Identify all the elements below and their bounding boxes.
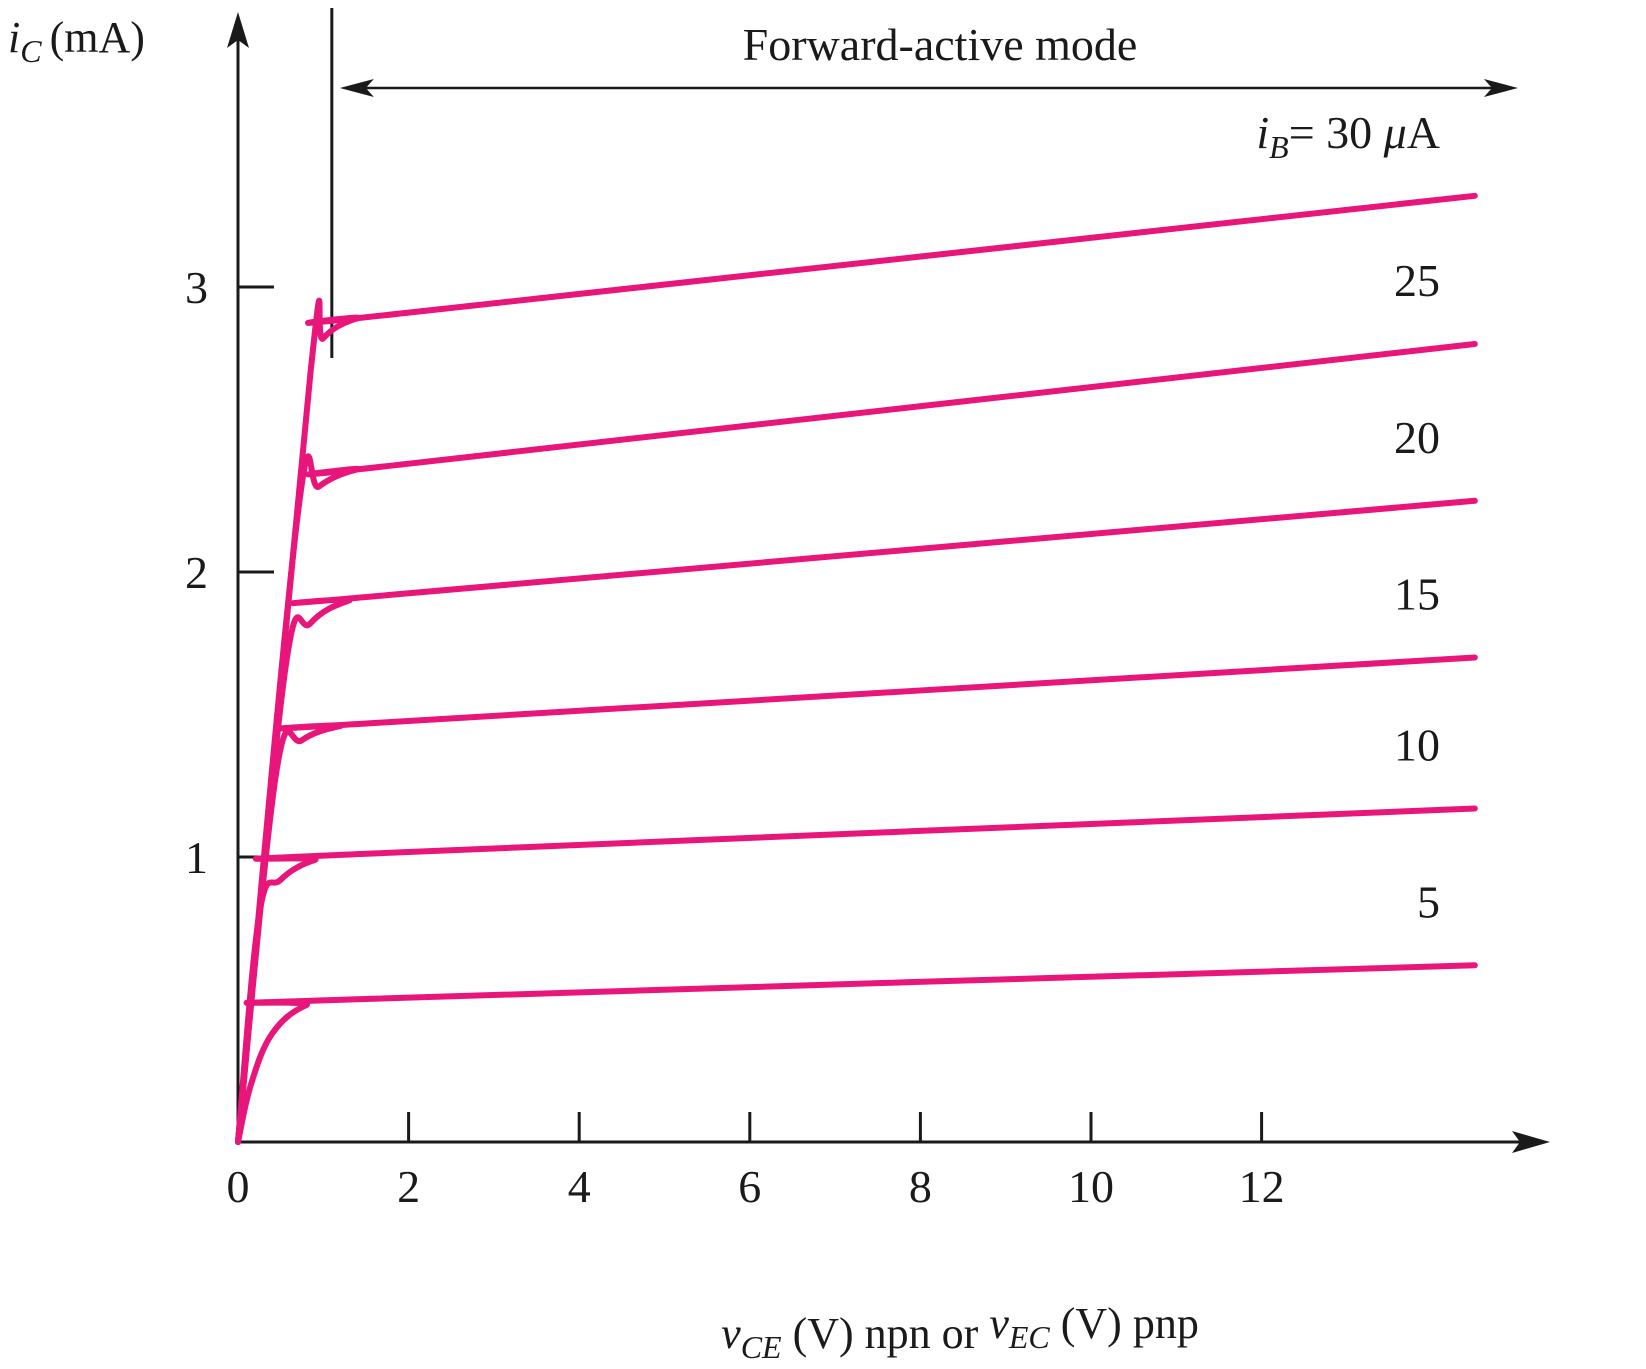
x-axis-title-part: CE <box>741 1329 782 1365</box>
series-label-ib-30: iB= 30 μA <box>1256 107 1440 165</box>
series-line-ib-25 <box>235 341 1478 1145</box>
y-tick-label: 1 <box>185 832 208 883</box>
x-tick-label: 12 <box>1239 1161 1285 1212</box>
x-tick-label: 2 <box>397 1161 420 1212</box>
forward-active-label: Forward-active mode <box>743 19 1138 70</box>
series-label-group: 5 10 15 20 25 iB= 30 μA <box>1256 107 1440 927</box>
x-tick-label: 8 <box>909 1161 932 1212</box>
series-line-ib-10 <box>235 805 1478 1145</box>
y-axis-arrowhead <box>227 12 249 48</box>
series-line-ib-15 <box>235 654 1478 1145</box>
x-tick-label: 6 <box>738 1161 761 1212</box>
axes <box>227 12 1550 1153</box>
x-axis-title-part: v <box>721 1309 741 1358</box>
y-axis-title-sub: C <box>20 33 42 69</box>
x-tick-label: 4 <box>568 1161 591 1212</box>
series-label-ib-5: 5 <box>1417 876 1440 927</box>
series-label-ib-15: 15 <box>1394 569 1440 620</box>
x-axis-title-part: v <box>989 1299 1009 1348</box>
series-label-ib-20: 20 <box>1394 412 1440 463</box>
forward-active-arrowhead-left <box>339 79 374 97</box>
y-axis-title-unit: (mA) <box>50 13 145 62</box>
series-line-ib-30 <box>235 192 1478 1145</box>
series-line-ib-20 <box>235 497 1478 1145</box>
y-tick-label: 3 <box>185 262 208 313</box>
y-axis-title-var: i <box>8 13 20 62</box>
forward-active-annotation: Forward-active mode <box>330 8 1518 358</box>
x-axis-title-part: EC <box>1008 1319 1051 1355</box>
series-label-ib-10: 10 <box>1394 720 1440 771</box>
x-axis-title-part: (V) pnp <box>1050 1299 1199 1348</box>
x-tick-label: 10 <box>1068 1161 1114 1212</box>
series-line-ib-5 <box>235 962 1478 1145</box>
x-axis-title-part: (V) npn or <box>782 1309 990 1358</box>
x-tick-label: 0 <box>227 1161 250 1212</box>
series-label-ib-25: 25 <box>1394 255 1440 306</box>
y-axis-title: iC (mA) <box>8 13 145 69</box>
forward-active-arrowhead-right <box>1484 79 1518 97</box>
y-tick-label: 2 <box>185 547 208 598</box>
x-axis-title: vCE (V) npn or vEC (V) pnp <box>721 1299 1199 1365</box>
series-group <box>235 192 1478 1145</box>
x-axis-arrowhead <box>1512 1131 1550 1153</box>
